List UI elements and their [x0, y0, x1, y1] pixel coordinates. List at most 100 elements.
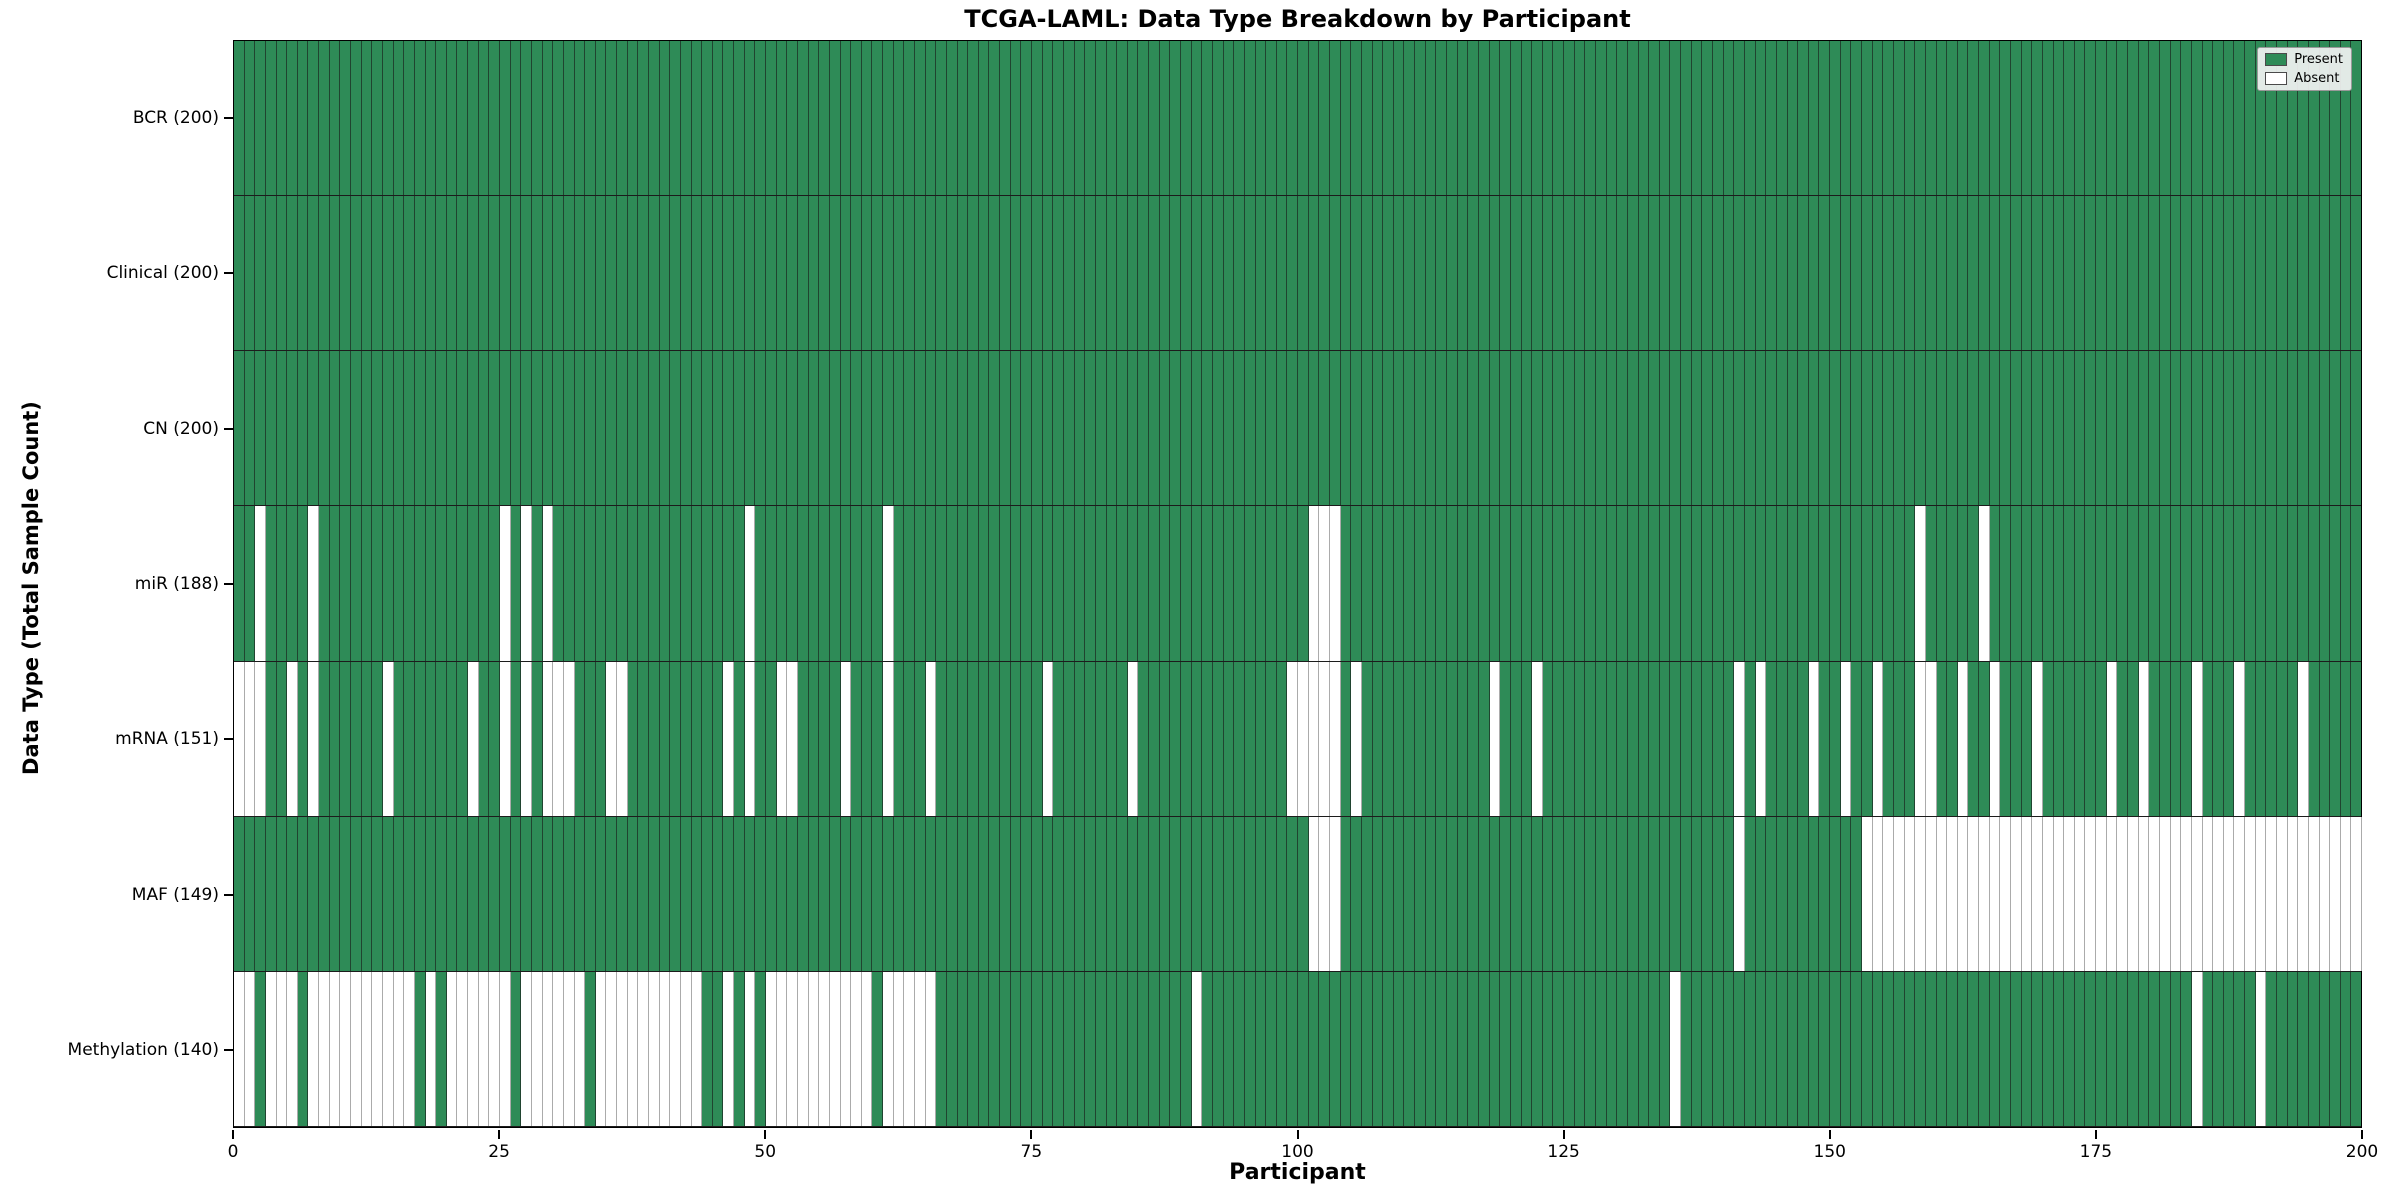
heatmap-cell: [1808, 661, 1820, 816]
heatmap-cell: [851, 41, 862, 196]
heatmap-cell: [734, 816, 745, 971]
heatmap-cell: [404, 506, 415, 661]
heatmap-cell: [1308, 351, 1320, 506]
heatmap-cell: [1627, 351, 1639, 506]
heatmap-cell: [1447, 971, 1458, 1126]
heatmap-cell: [1010, 351, 1022, 506]
heatmap-cell: [1840, 816, 1852, 971]
heatmap-cell: [1074, 196, 1086, 351]
heatmap-cell: [1244, 196, 1256, 351]
heatmap-cell: [1287, 41, 1299, 196]
heatmap-cell: [1670, 971, 1682, 1126]
heatmap-cell: [1904, 351, 1916, 506]
heatmap-cell: [1787, 971, 1799, 1126]
heatmap-cell: [414, 971, 426, 1126]
heatmap-cell: [1957, 506, 1969, 661]
heatmap-cell: [1415, 196, 1426, 351]
heatmap-cell: [925, 41, 937, 196]
heatmap-cell: [393, 351, 405, 506]
heatmap-cell: [819, 971, 830, 1126]
heatmap-cell: [957, 351, 969, 506]
heatmap-cell: [1042, 196, 1054, 351]
heatmap-cell: [2117, 661, 2129, 816]
heatmap-cell: [1159, 816, 1171, 971]
heatmap-cell: [925, 971, 937, 1126]
heatmap-cell: [2053, 506, 2065, 661]
heatmap-cell: [500, 351, 511, 506]
heatmap-cell: [1298, 661, 1309, 816]
heatmap-cell: [2042, 661, 2054, 816]
heatmap-cell: [1627, 661, 1639, 816]
heatmap-cell: [1106, 506, 1118, 661]
heatmap-cell: [712, 816, 724, 971]
heatmap-cell: [1468, 41, 1479, 196]
heatmap-cell: [680, 506, 692, 661]
heatmap-cell: [1564, 816, 1575, 971]
heatmap-cell: [1223, 661, 1235, 816]
heatmap-cell: [1574, 196, 1586, 351]
heatmap-cell: [2340, 971, 2352, 1126]
heatmap-cell: [1181, 351, 1192, 506]
heatmap-cell: [1447, 816, 1458, 971]
heatmap-cell: [1691, 41, 1703, 196]
heatmap-cell: [2000, 196, 2011, 351]
heatmap-cell: [670, 971, 681, 1126]
heatmap-cell: [1596, 506, 1607, 661]
heatmap-cell: [329, 816, 341, 971]
heatmap-cell: [680, 971, 692, 1126]
heatmap-cell: [521, 196, 532, 351]
heatmap-cell: [1585, 351, 1596, 506]
heatmap-cell: [1308, 816, 1320, 971]
heatmap-cell: [1979, 196, 1990, 351]
heatmap-cell: [1510, 41, 1522, 196]
heatmap-cell: [255, 971, 266, 1126]
heatmap-cell: [1638, 971, 1650, 1126]
heatmap-cell: [2085, 351, 2097, 506]
heatmap-cell: [1085, 196, 1096, 351]
heatmap-cell: [1510, 971, 1522, 1126]
heatmap-cell: [1266, 971, 1277, 1126]
heatmap-cell: [936, 816, 947, 971]
heatmap-cell: [382, 41, 394, 196]
heatmap-cell: [861, 506, 873, 661]
heatmap-cell: [1053, 196, 1064, 351]
heatmap-cell: [1319, 971, 1330, 1126]
heatmap-cell: [1883, 351, 1894, 506]
heatmap-cell: [1883, 196, 1894, 351]
heatmap-cell: [1127, 506, 1139, 661]
heatmap-cell: [968, 661, 979, 816]
heatmap-cell: [1234, 816, 1245, 971]
heatmap-cell: [2340, 41, 2352, 196]
heatmap-cell: [1702, 41, 1714, 196]
heatmap-cell: [2351, 351, 2362, 506]
heatmap-cell: [1574, 41, 1586, 196]
heatmap-cell: [691, 506, 703, 661]
heatmap-cell: [968, 196, 979, 351]
heatmap-cell: [500, 196, 511, 351]
heatmap-row-maf: [234, 816, 2363, 972]
heatmap-cell: [1010, 971, 1022, 1126]
heatmap-cell: [883, 351, 894, 506]
heatmap-cell: [1032, 41, 1043, 196]
heatmap-cell: [446, 971, 458, 1126]
heatmap-cell: [521, 41, 532, 196]
heatmap-cell: [1734, 41, 1745, 196]
heatmap-cell: [1202, 506, 1213, 661]
heatmap-cell: [319, 816, 330, 971]
heatmap-cell: [1010, 41, 1022, 196]
heatmap-cell: [1819, 506, 1831, 661]
heatmap-cell: [680, 661, 692, 816]
heatmap-cell: [1202, 816, 1213, 971]
heatmap-cell: [1893, 661, 1905, 816]
heatmap-cell: [1755, 351, 1767, 506]
heatmap-cell: [553, 661, 564, 816]
heatmap-cell: [648, 351, 660, 506]
heatmap-cell: [734, 971, 745, 1126]
heatmap-cell: [1000, 971, 1011, 1126]
heatmap-cell: [1830, 196, 1841, 351]
heatmap-cell: [1010, 816, 1022, 971]
heatmap-cell: [287, 506, 298, 661]
heatmap-cell: [1627, 41, 1639, 196]
heatmap-cell: [1893, 971, 1905, 1126]
heatmap-cell: [329, 506, 341, 661]
